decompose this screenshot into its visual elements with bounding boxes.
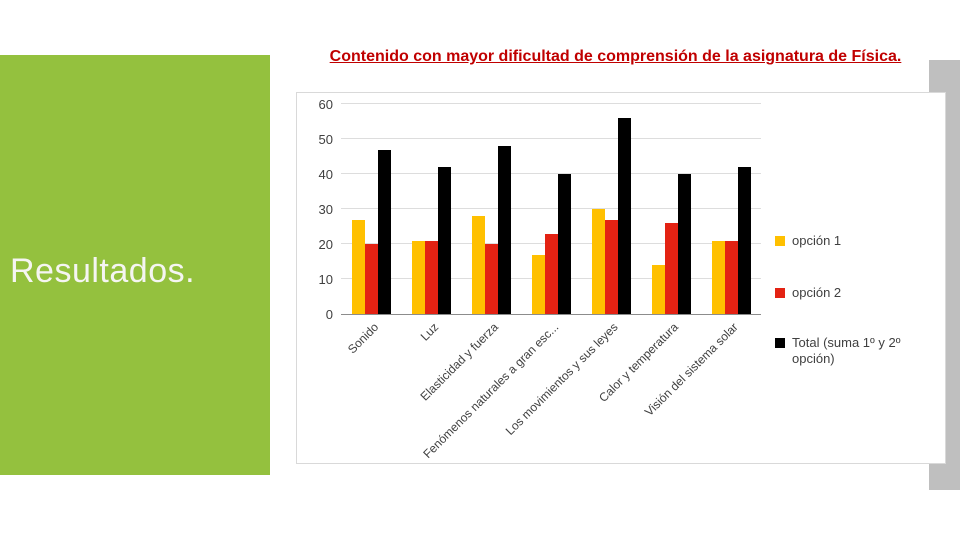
bar [651,265,665,314]
gridline [341,173,761,174]
bar [364,244,378,314]
bar [497,146,511,314]
x-category-label: Sonido [344,320,381,357]
legend-color-swatch-icon [775,338,785,348]
gridline [341,138,761,139]
y-axis-labels: 0 10 20 30 40 50 60 [297,93,333,463]
y-tick-label: 20 [318,237,333,252]
bar [377,149,391,314]
bar [724,240,738,314]
bar-group: Luz [411,105,451,344]
x-category-label: Luz [417,320,441,344]
bar-group: Elasticidad y fuerza [417,105,511,403]
bar [711,240,725,314]
bar [617,118,631,314]
legend-color-swatch-icon [775,288,785,298]
legend-item: Total (suma 1º y 2º opción) [775,335,935,368]
section-title: Resultados. [10,252,196,290]
bar-chart: 0 10 20 30 40 50 60 Sonido Luz Elasticidad y fue… [296,92,946,464]
bar [604,219,618,314]
y-tick-label: 10 [318,272,333,287]
bar [351,219,365,314]
y-tick-label: 0 [325,307,333,322]
chart-legend: opción 1 opción 2 Total (suma 1º y 2º opci… [775,93,947,463]
bar [471,216,485,314]
green-sidebar-panel: Resultados. [0,55,270,475]
legend-color-swatch-icon [775,236,785,246]
bar-group: Calor y temperatura [596,105,691,405]
bar [544,233,558,314]
bar [437,167,451,314]
bar [424,240,438,314]
legend-label: opción 2 [792,285,842,300]
y-tick-label: 50 [318,132,333,147]
x-category-label: Los movimientos y sus leyes [503,320,621,438]
bar-group: Los movimientos y sus leyes [503,105,631,438]
bar-group: Sonido [345,105,391,356]
bar [591,209,605,314]
bar [737,167,751,314]
y-tick-label: 60 [318,97,333,112]
y-tick-label: 30 [318,202,333,217]
gridline [341,103,761,104]
gridline [341,208,761,209]
bar [531,254,545,314]
plot-area: Sonido Luz Elasticidad y fuerza Fenómenos n… [341,103,761,461]
bar-group: Visión del sistema solar [642,105,751,419]
chart-title: Contenido con mayor dificultad de compre… [329,48,902,65]
legend-item: opción 2 [775,285,935,301]
legend-label: Total (suma 1º y 2º opción) [792,335,901,367]
legend-item: opción 1 [775,233,935,249]
bar [664,223,678,314]
bar-group: Fenómenos naturales a gran esc... [420,105,571,461]
y-tick-label: 40 [318,167,333,182]
bar [411,240,425,314]
bar [557,174,571,314]
legend-label: opción 1 [792,233,842,248]
bar [484,244,498,314]
bar [677,174,691,314]
